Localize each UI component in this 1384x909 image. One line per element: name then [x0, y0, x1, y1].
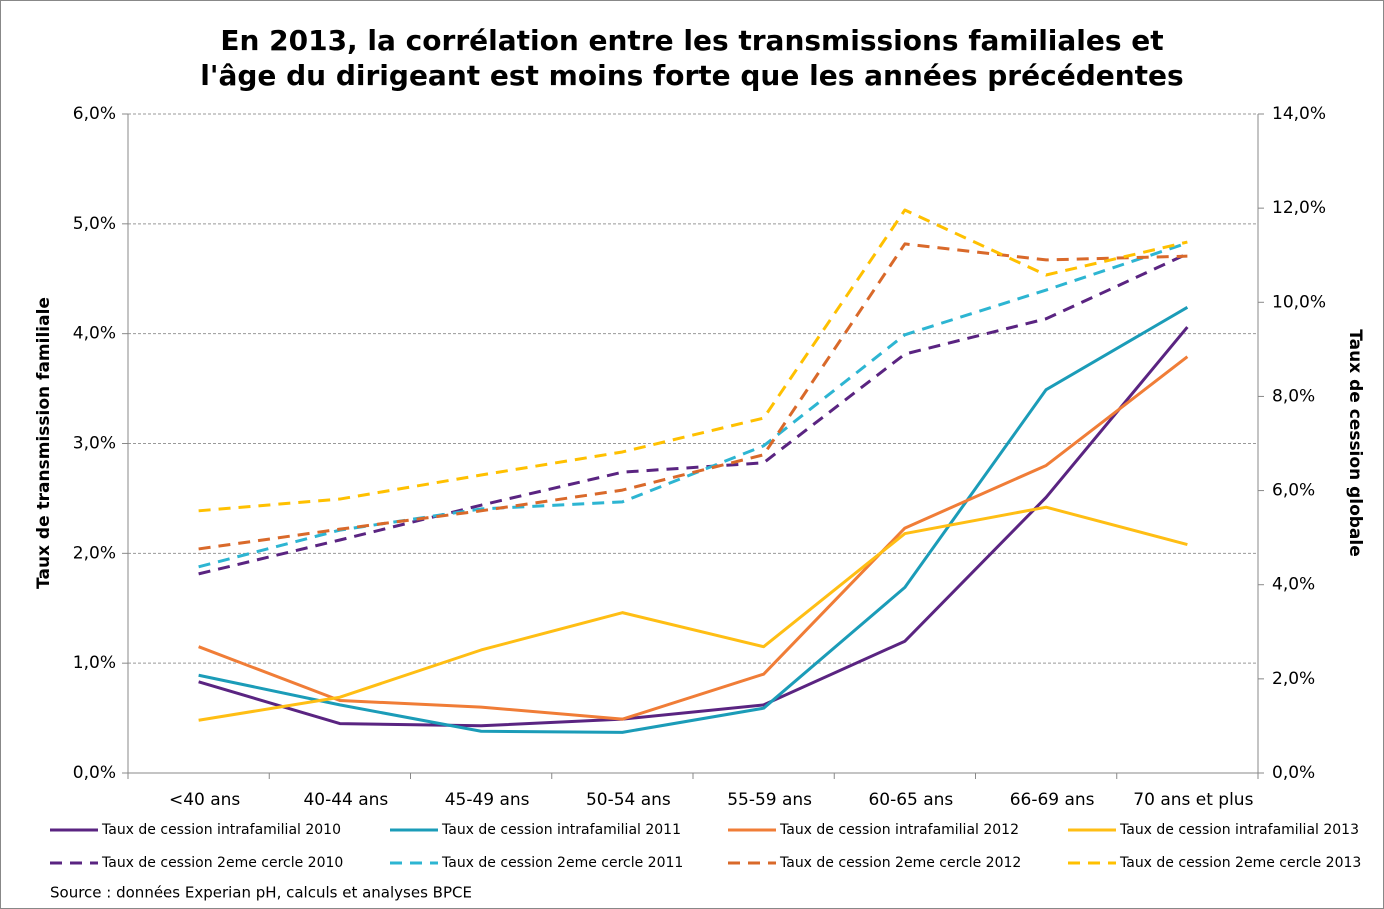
line [198, 306, 1189, 734]
line [198, 208, 1188, 513]
chart-title: l'âge du dirigeant est moins forte que l… [200, 59, 1183, 92]
x-tick-label: 60-65 ans [868, 790, 953, 810]
y2-tick-label: 0,0% [1272, 763, 1315, 783]
legend-label: Taux de cession 2eme cercle 2013 [1119, 855, 1361, 871]
x-tick-label: 40-44 ans [303, 790, 388, 810]
y-tick-label: 1,0% [73, 653, 116, 673]
y2-tick-label: 14,0% [1272, 104, 1326, 124]
legend-label: Taux de cession intrafamilial 2011 [441, 822, 681, 838]
y2-tick-label: 8,0% [1272, 386, 1315, 406]
y2-tick-label: 12,0% [1272, 198, 1326, 218]
legend-label: Taux de cession intrafamilial 2012 [779, 822, 1019, 838]
y-tick-label: 2,0% [73, 543, 116, 563]
x-tick-label: 45-49 ans [445, 790, 530, 810]
y2-tick-label: 10,0% [1272, 292, 1326, 312]
chart-title: En 2013, la corrélation entre les transm… [220, 24, 1163, 57]
y-tick-label: 4,0% [73, 324, 116, 344]
y-tick-label: 6,0% [73, 104, 116, 124]
x-tick-label: 66-69 ans [1010, 790, 1095, 810]
legend-label: Taux de cession 2eme cercle 2010 [101, 855, 343, 871]
y-tick-label: 0,0% [73, 763, 116, 783]
line [198, 326, 1189, 728]
line [198, 505, 1188, 722]
x-tick-label: 55-59 ans [727, 790, 812, 810]
y-tick-label: 3,0% [73, 434, 116, 454]
line [198, 242, 1188, 551]
y2-axis-title: Taux de cession globale [1345, 329, 1365, 557]
line [198, 355, 1189, 721]
y2-tick-label: 2,0% [1272, 669, 1315, 689]
y2-tick-label: 4,0% [1272, 575, 1315, 595]
line [198, 252, 1189, 576]
legend-label: Taux de cession 2eme cercle 2012 [779, 855, 1021, 871]
x-tick-label: <40 ans [169, 790, 240, 810]
source-note: Source : données Experian pH, calculs et… [50, 884, 472, 902]
legend-label: Taux de cession 2eme cercle 2011 [441, 855, 683, 871]
legend-label: Taux de cession intrafamilial 2013 [1119, 822, 1359, 838]
y2-tick-label: 6,0% [1272, 481, 1315, 501]
y-tick-label: 5,0% [73, 214, 116, 234]
x-tick-label: 50-54 ans [586, 790, 671, 810]
y-axis-title: Taux de transmission familiale [34, 297, 54, 589]
x-tick-label: 70 ans et plus [1133, 790, 1253, 810]
legend-label: Taux de cession intrafamilial 2010 [101, 822, 341, 838]
